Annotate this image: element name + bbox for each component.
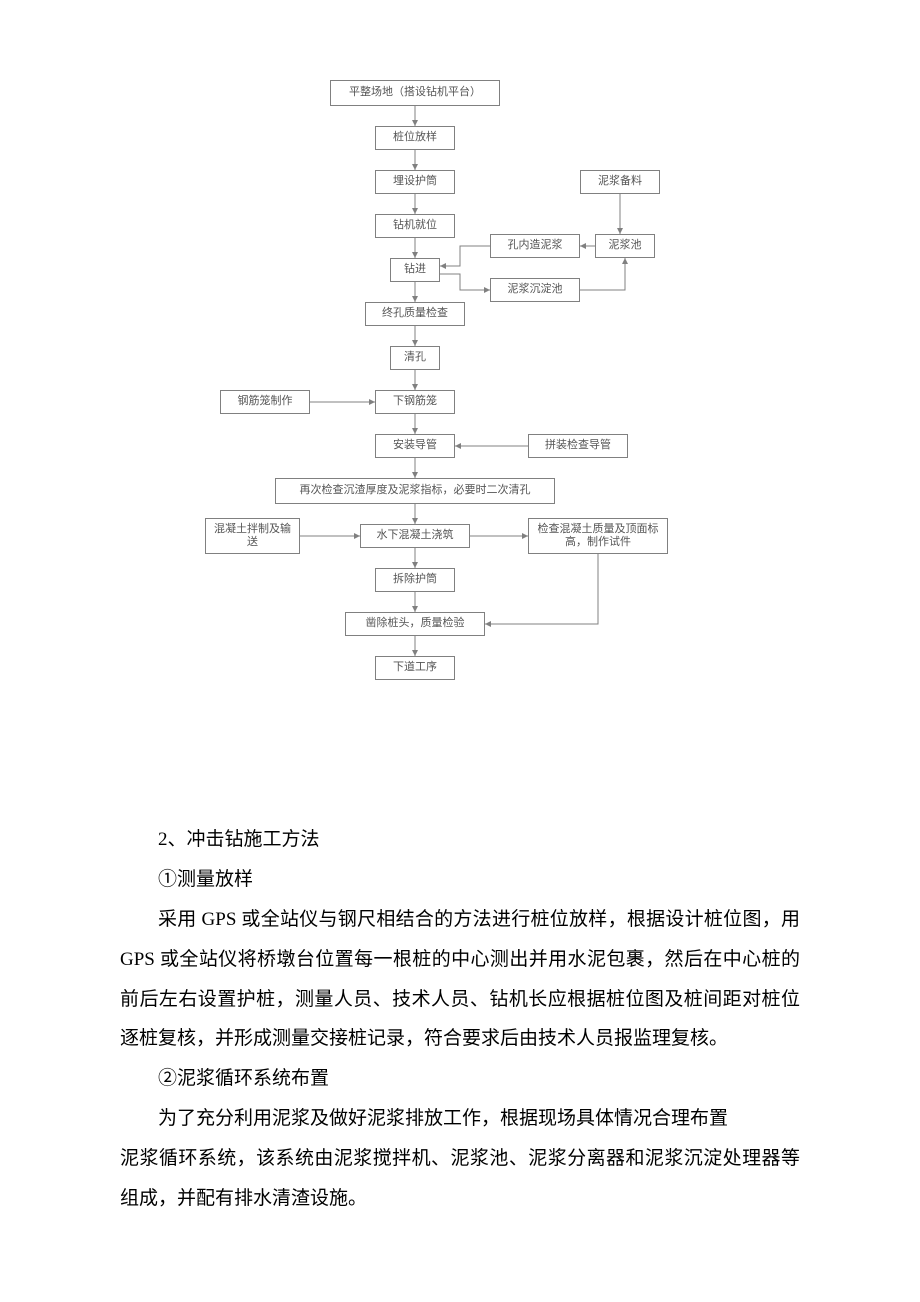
- node-mud-make: 孔内造泥浆: [490, 234, 580, 258]
- flowchart-container: 平整场地（搭设钻机平台） 桩位放样 埋设护筒 钻机就位 钻进 终孔质量检查 清孔…: [150, 80, 770, 780]
- node-mud-settle: 泥浆沉淀池: [490, 278, 580, 302]
- node-chip-head: 凿除桩头，质量检验: [345, 612, 485, 636]
- node-concrete-pour: 水下混凝土浇筑: [360, 524, 470, 548]
- node-install-pipe: 安装导管: [375, 434, 455, 458]
- para-3: 采用 GPS 或全站仪与钢尺相结合的方法进行桩位放样，根据设计桩位图，用GPS …: [120, 900, 800, 1060]
- para-sub-2: ②泥浆循环系统布置: [120, 1059, 800, 1099]
- node-pipe-check: 拼装检查导管: [528, 434, 628, 458]
- node-platform: 平整场地（搭设钻机平台）: [330, 80, 500, 106]
- node-remove-casing: 拆除护筒: [375, 568, 455, 592]
- node-concrete-check: 检查混凝土质量及顶面标高，制作试件: [528, 518, 668, 554]
- node-rebar-cage: 下钢筋笼: [375, 390, 455, 414]
- node-next-step: 下道工序: [375, 656, 455, 680]
- node-clean-hole: 清孔: [390, 346, 440, 370]
- node-final-check: 终孔质量检查: [365, 302, 465, 326]
- node-drilling: 钻进: [390, 258, 440, 282]
- para-5: 为了充分利用泥浆及做好泥浆排放工作，根据现场具体情况合理布置: [120, 1099, 800, 1139]
- node-casing: 埋设护筒: [375, 170, 455, 194]
- node-setout: 桩位放样: [375, 126, 455, 150]
- para-sub-1: ①测量放样: [120, 860, 800, 900]
- node-rig-position: 钻机就位: [375, 214, 455, 238]
- para-heading-2: 2、冲击钻施工方法: [120, 820, 800, 860]
- node-recheck: 再次检查沉渣厚度及泥浆指标，必要时二次清孔: [275, 478, 555, 504]
- flowchart-edges: [150, 80, 770, 780]
- node-concrete-mix: 混凝土拌制及输送: [205, 518, 300, 554]
- node-cage-fab: 钢筋笼制作: [220, 390, 310, 414]
- node-mud-prep: 泥浆备料: [580, 170, 660, 194]
- body-text: 2、冲击钻施工方法 ①测量放样 采用 GPS 或全站仪与钢尺相结合的方法进行桩位…: [0, 820, 920, 1299]
- node-mud-pool: 泥浆池: [595, 234, 655, 258]
- para-6: 泥浆循环系统，该系统由泥浆搅拌机、泥浆池、泥浆分离器和泥浆沉淀处理器等组成，并配…: [120, 1139, 800, 1219]
